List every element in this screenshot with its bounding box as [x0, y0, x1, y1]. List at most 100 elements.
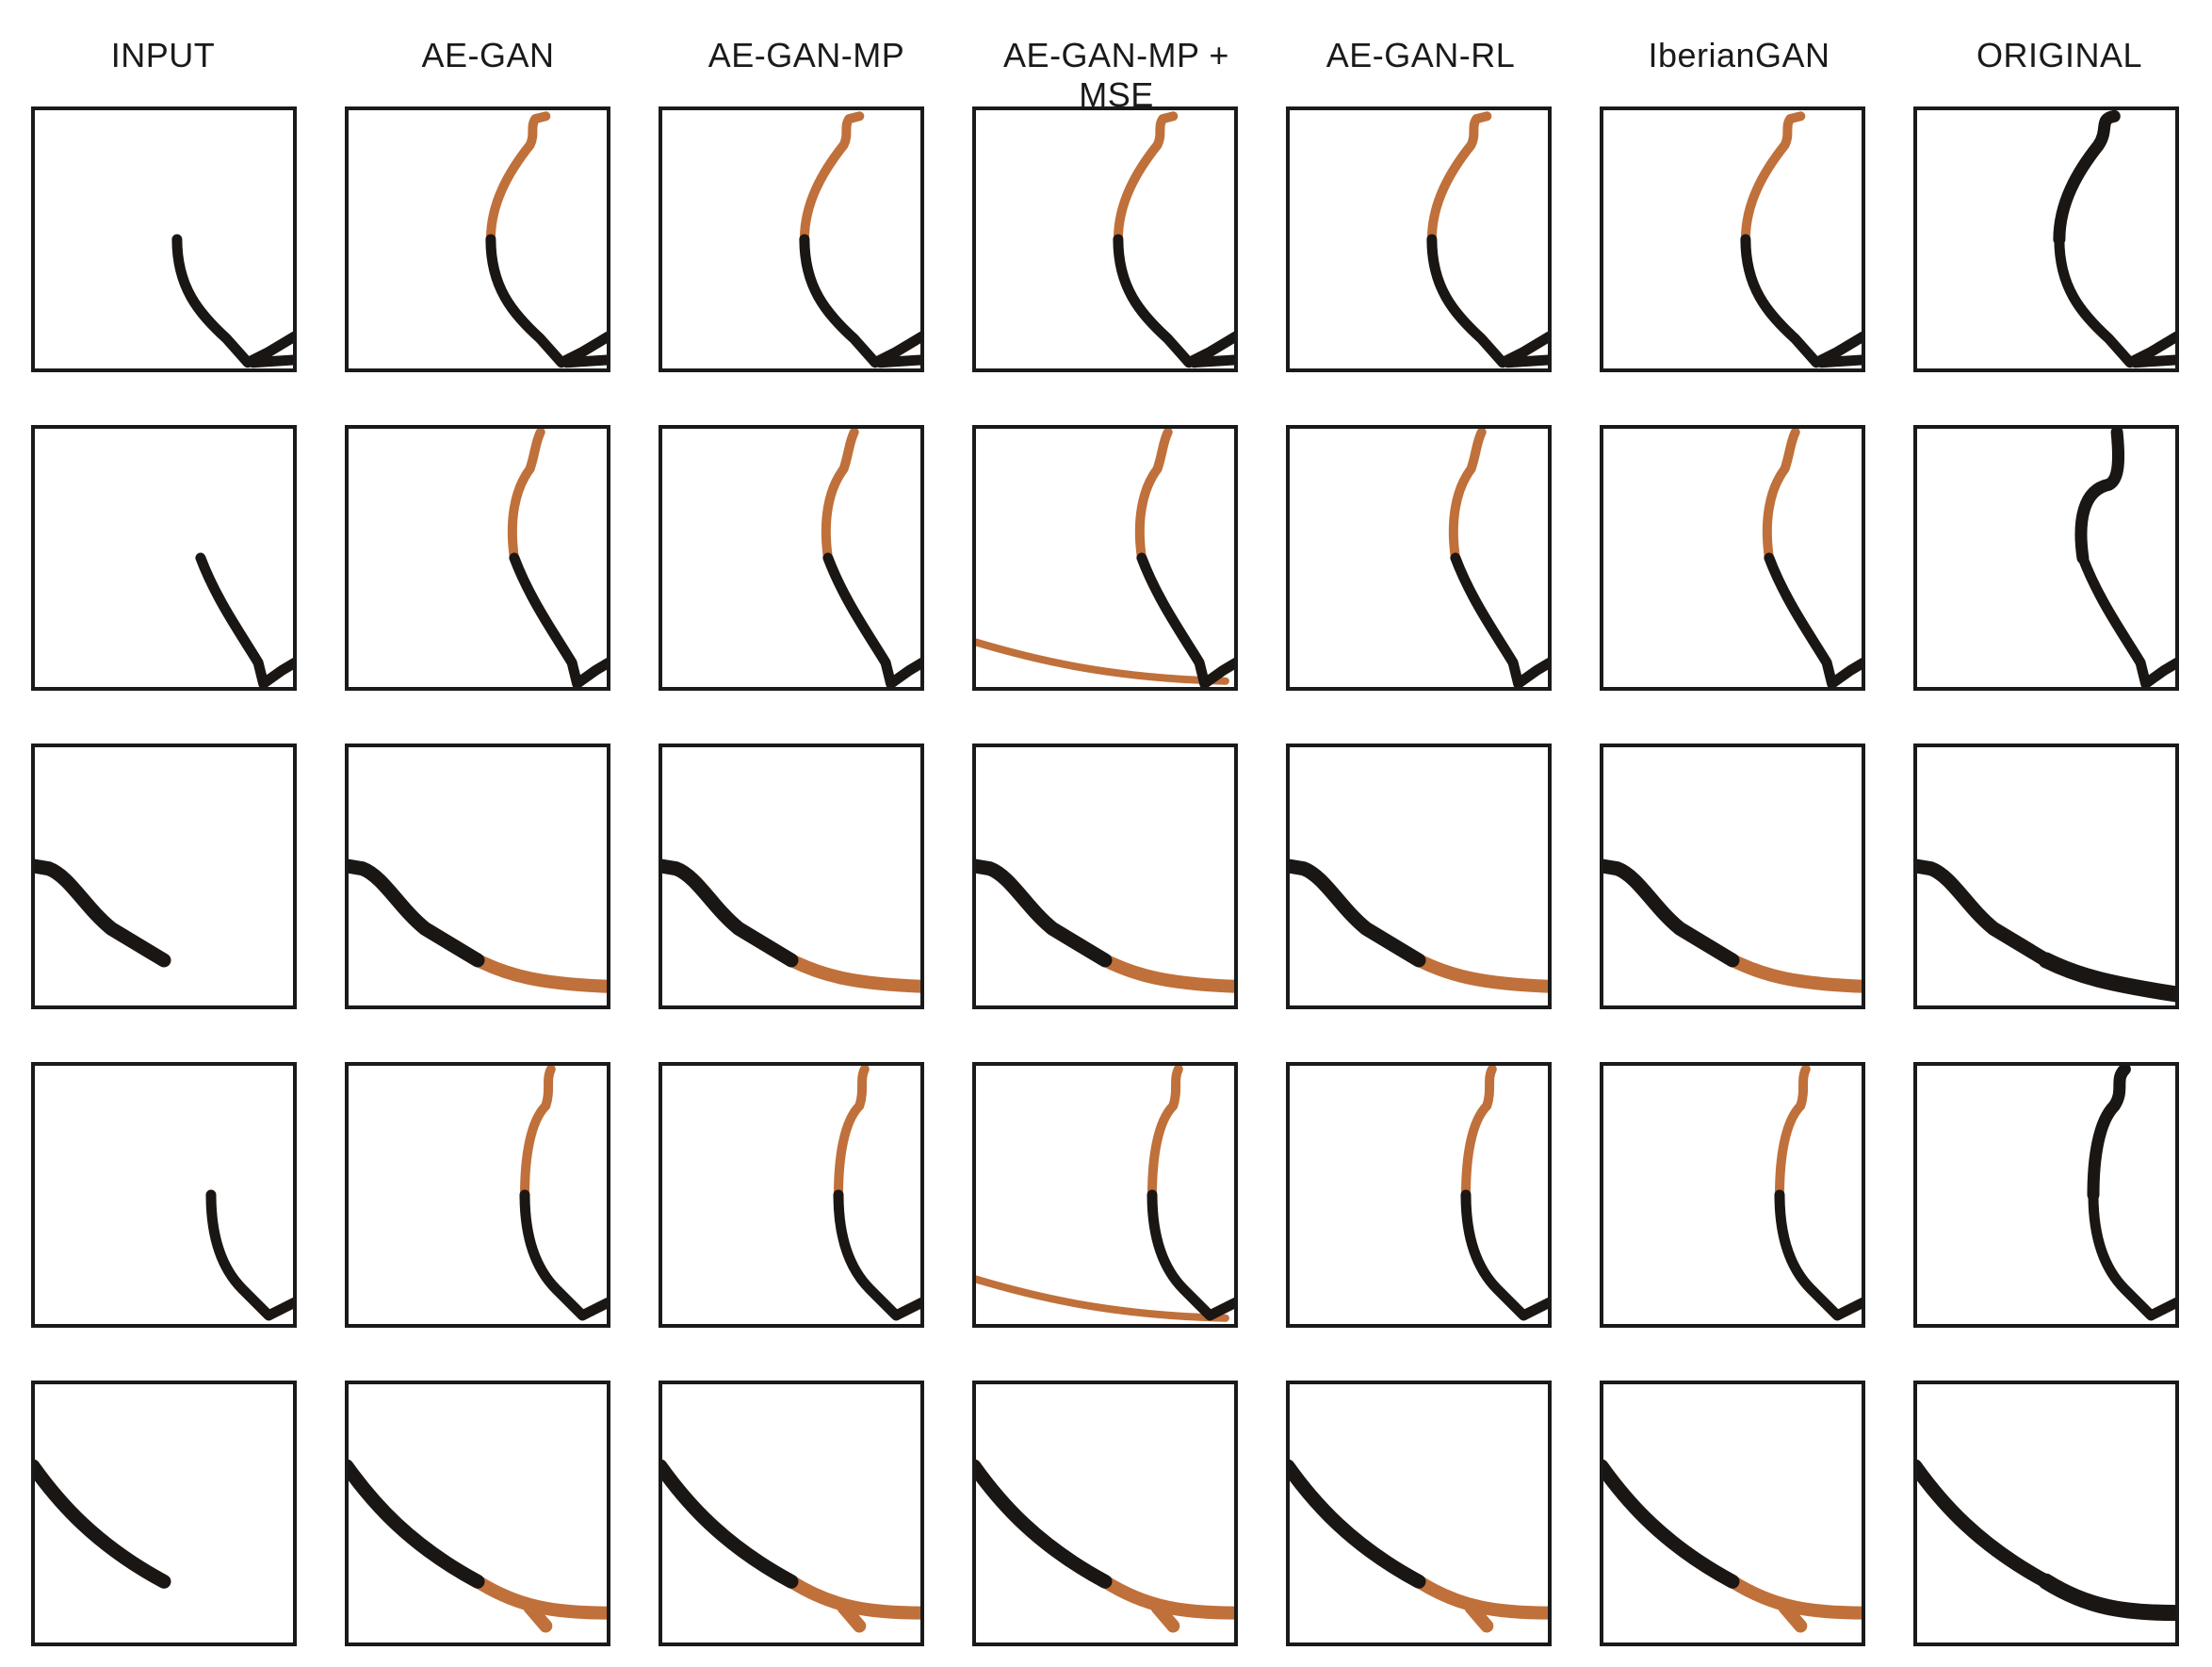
column-header-2: AE-GAN-MP [708, 36, 905, 74]
input-stroke [1288, 858, 1426, 968]
panel-frame [1913, 425, 2179, 691]
input-stroke [519, 1189, 609, 1321]
panel-r1-c6 [2074, 427, 2177, 689]
generated-stroke [471, 954, 609, 993]
original-stroke [2054, 234, 2177, 368]
input-stroke [33, 858, 171, 968]
input-stroke [171, 234, 295, 368]
panel-r4-c0 [33, 1459, 171, 1589]
input-stroke [1450, 552, 1550, 689]
generated-stroke [1147, 1064, 1183, 1200]
generated-stroke [785, 1575, 922, 1633]
panel-frame [345, 1381, 610, 1646]
panel-frame [1600, 744, 1865, 1009]
panel-r3-c0 [205, 1189, 295, 1321]
panel-frame [659, 1381, 924, 1646]
panel-r3-c1 [519, 1064, 609, 1321]
input-stroke [485, 234, 609, 368]
original-stroke [1915, 858, 2054, 968]
panel-r1-c1 [507, 427, 609, 689]
panel-frame [972, 744, 1238, 1009]
generated-stroke [1775, 1064, 1811, 1200]
panel-r4-c1 [347, 1459, 609, 1633]
panel-frame [1913, 106, 2179, 372]
panel-r3-c5 [1774, 1064, 1863, 1321]
input-stroke [1602, 1459, 1740, 1589]
original-completion [2087, 1064, 2131, 1201]
input-stroke [1740, 234, 1863, 368]
column-header-1: AE-GAN [421, 36, 555, 74]
panel-frame [659, 1062, 924, 1328]
panel-r1-c0 [195, 552, 295, 689]
column-header-4: AE-GAN-RL [1326, 36, 1516, 74]
panel-r2-c5 [1602, 858, 1863, 993]
generated-stroke [785, 954, 922, 993]
panel-frame [1600, 1381, 1865, 1646]
panel-r2-c2 [660, 858, 922, 993]
panel-frame [1286, 1381, 1552, 1646]
panel-r4-c2 [660, 1459, 922, 1633]
column-header-6: ORIGINAL [1976, 36, 2143, 74]
generated-stroke [821, 427, 859, 563]
input-stroke [1136, 552, 1236, 689]
panel-frame [1286, 1062, 1552, 1328]
panel-r1-c4 [1448, 427, 1550, 689]
panel-r0-c1 [485, 111, 609, 368]
panel-frame [31, 1381, 297, 1646]
panel-r2-c6 [1915, 858, 2177, 1003]
generated-stroke [1098, 954, 1236, 993]
panel-frame [659, 744, 924, 1009]
panel-frame [345, 1062, 610, 1328]
panel-frame [972, 1062, 1238, 1328]
panel-r1-c3 [974, 427, 1236, 689]
panel-frame [1600, 1062, 1865, 1328]
panel-r3-c3 [974, 1064, 1236, 1322]
panel-r0-c0 [171, 234, 295, 368]
generated-stroke [1098, 1575, 1236, 1633]
panel-r3-c4 [1460, 1064, 1550, 1321]
input-stroke [195, 552, 295, 689]
panel-r3-c6 [2087, 1064, 2177, 1321]
panel-r0-c5 [1740, 111, 1863, 368]
generated-stroke [1726, 954, 1863, 993]
panel-r2-c4 [1288, 858, 1550, 993]
column-header-0: INPUT [110, 36, 216, 74]
generated-stroke [485, 111, 551, 244]
original-stroke [2077, 552, 2177, 689]
panel-r4-c6 [1915, 1459, 2177, 1622]
input-stroke [1426, 234, 1550, 368]
input-stroke [822, 552, 922, 689]
generated-stroke [1134, 427, 1173, 563]
panel-frame [1913, 744, 2179, 1009]
input-stroke [33, 1459, 171, 1589]
panel-frame [1600, 425, 1865, 691]
input-stroke [1602, 858, 1740, 968]
original-completion [2038, 1573, 2177, 1622]
input-stroke [1764, 552, 1863, 689]
panel-frame [345, 106, 610, 372]
input-stroke [799, 234, 922, 368]
input-stroke [833, 1189, 922, 1321]
generated-stroke [1448, 427, 1487, 563]
generated-stroke [1412, 954, 1550, 993]
input-stroke [1288, 1459, 1426, 1589]
input-stroke [1774, 1189, 1863, 1321]
panel-frame [31, 1062, 297, 1328]
generated-stroke [1461, 1064, 1497, 1200]
panel-frame [1600, 106, 1865, 372]
input-stroke [974, 858, 1113, 968]
input-stroke [347, 1459, 485, 1589]
generated-stroke [520, 1064, 556, 1200]
generated-stroke [1113, 111, 1179, 244]
panel-r1-c2 [821, 427, 922, 689]
generated-stroke [1412, 1575, 1550, 1633]
panel-frame [1286, 425, 1552, 691]
input-stroke [974, 1459, 1113, 1589]
panel-r2-c1 [347, 858, 609, 993]
generated-stroke [1740, 111, 1806, 244]
generated-stroke [1426, 111, 1492, 244]
generated-stroke [1726, 1575, 1863, 1633]
generated-stroke [471, 1575, 609, 1633]
panel-frame [31, 744, 297, 1009]
